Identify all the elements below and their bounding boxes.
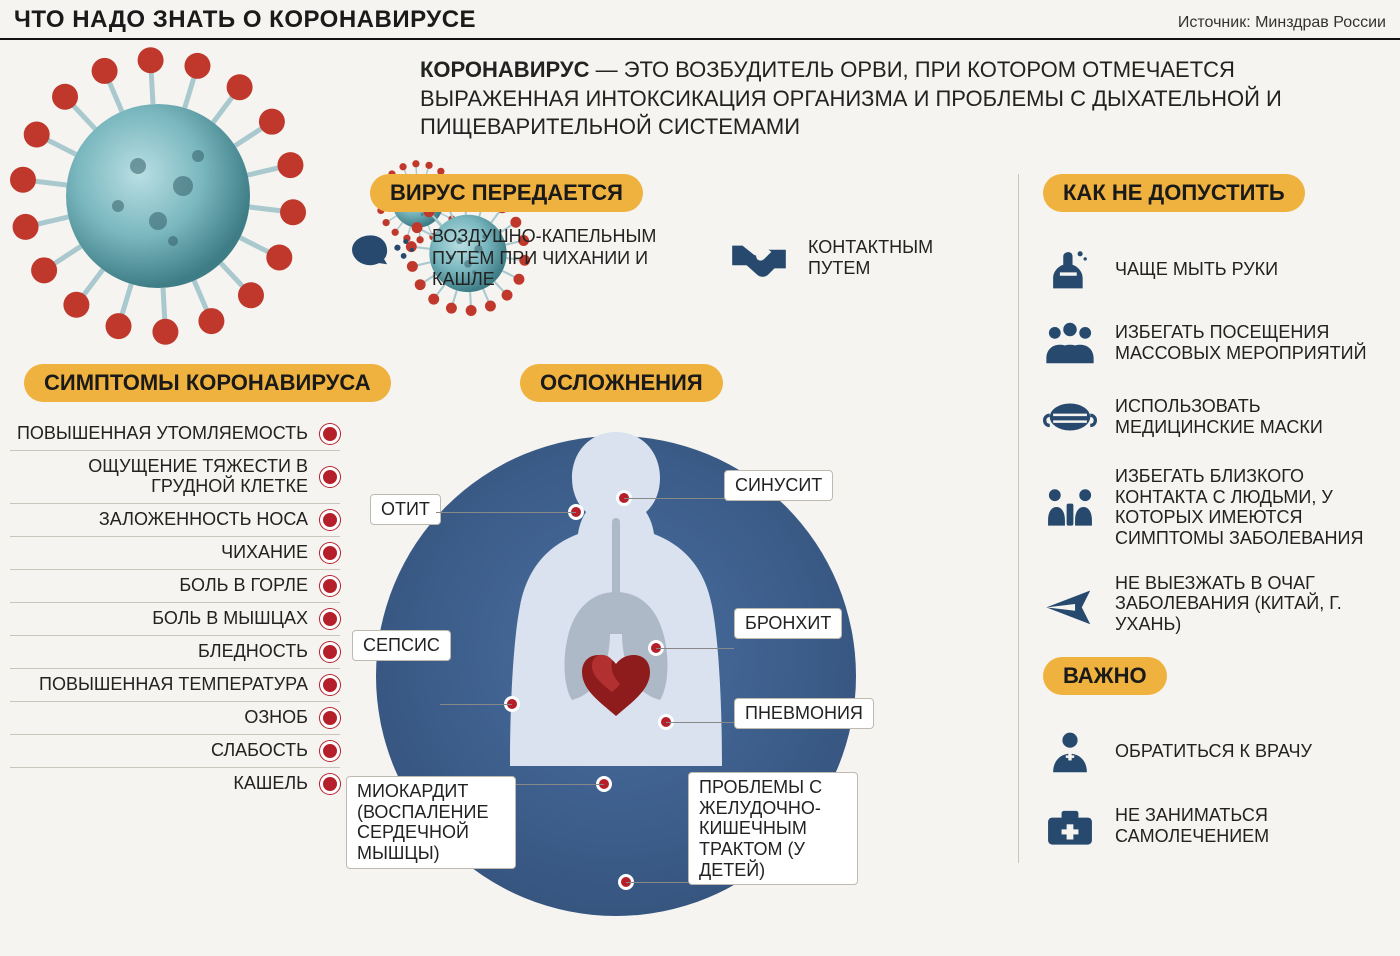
crowd-icon bbox=[1043, 318, 1097, 368]
intro-text: КОРОНАВИРУС — ЭТО ВОЗБУДИТЕЛЬ ОРВИ, ПРИ … bbox=[420, 56, 1350, 142]
symptom-row: ЧИХАНИЕ bbox=[10, 536, 340, 569]
info-text: ЧАЩЕ МЫТЬ РУКИ bbox=[1115, 259, 1278, 280]
transmission-text: ВОЗДУШНО-КАПЕЛЬНЫМ ПУТЕМ ПРИ ЧИХАНИИ И К… bbox=[432, 226, 680, 291]
handshake-icon bbox=[726, 229, 792, 287]
symptom-label: ЗАЛОЖЕННОСТЬ НОСА bbox=[99, 510, 308, 530]
prevention-list: ЧАЩЕ МЫТЬ РУКИ ИЗБЕГАТЬ ПОСЕЩЕНИЯ МАССОВЫ… bbox=[1043, 232, 1384, 647]
symptom-row: ПОВЫШЕННАЯ УТОМЛЯЕМОСТЬ bbox=[10, 418, 340, 450]
info-row: ОБРАТИТЬСЯ К ВРАЧУ bbox=[1043, 715, 1384, 789]
transmission-list: ВОЗДУШНО-КАПЕЛЬНЫМ ПУТЕМ ПРИ ЧИХАНИИ И К… bbox=[350, 226, 956, 291]
info-text: НЕ ЗАНИМАТЬСЯ САМОЛЕЧЕНИЕМ bbox=[1115, 805, 1384, 846]
symptom-label: БЛЕДНОСТЬ bbox=[198, 642, 308, 662]
symptom-label: СЛАБОСТЬ bbox=[211, 741, 308, 761]
complication-callout: СИНУСИТ bbox=[724, 470, 833, 501]
leader-line bbox=[624, 498, 724, 499]
intro-bold: КОРОНАВИРУС bbox=[420, 57, 589, 82]
symptom-label: БОЛЬ В ГОРЛЕ bbox=[179, 576, 308, 596]
info-row: НЕ ВЫЕЗЖАТЬ В ОЧАГ ЗАБОЛЕВАНИЯ (КИТАЙ, Г… bbox=[1043, 561, 1384, 647]
complication-callout: ОТИТ bbox=[370, 494, 441, 525]
source-label: Источник: Минздрав России bbox=[1178, 14, 1386, 32]
symptom-row: ОЗНОБ bbox=[10, 701, 340, 734]
right-column: КАК НЕ ДОПУСТИТЬ ЧАЩЕ МЫТЬ РУКИ ИЗБЕГАТЬ … bbox=[1018, 174, 1384, 863]
info-text: НЕ ВЫЕЗЖАТЬ В ОЧАГ ЗАБОЛЕВАНИЯ (КИТАЙ, Г… bbox=[1115, 573, 1384, 635]
transmission-item: ВОЗДУШНО-КАПЕЛЬНЫМ ПУТЕМ ПРИ ЧИХАНИИ И К… bbox=[350, 226, 680, 291]
symptom-label: ОЗНОБ bbox=[244, 708, 308, 728]
symptom-row: СЛАБОСТЬ bbox=[10, 734, 340, 767]
complication-callout: БРОНХИТ bbox=[734, 608, 842, 639]
distance-icon bbox=[1043, 482, 1097, 532]
page-title: ЧТО НАДО ЗНАТЬ О КОРОНАВИРУСЕ bbox=[14, 6, 476, 34]
transmission-item: КОНТАКТНЫМ ПУТЕМ bbox=[726, 226, 956, 291]
important-heading: ВАЖНО bbox=[1043, 657, 1167, 695]
symptom-label: ЧИХАНИЕ bbox=[221, 543, 308, 563]
symptom-list: ПОВЫШЕННАЯ УТОМЛЯЕМОСТЬ ОЩУЩЕНИЕ ТЯЖЕСТИ … bbox=[10, 418, 340, 800]
leader-line bbox=[656, 648, 734, 649]
symptom-label: БОЛЬ В МЫШЦАХ bbox=[152, 609, 308, 629]
info-row: ИЗБЕГАТЬ ПОСЕЩЕНИЯ МАССОВЫХ МЕРОПРИЯТИЙ bbox=[1043, 306, 1384, 380]
complication-callout: ПНЕВМОНИЯ bbox=[734, 698, 874, 729]
transmission-text: КОНТАКТНЫМ ПУТЕМ bbox=[808, 237, 956, 280]
complication-callout: ПРОБЛЕМЫ С ЖЕЛУДОЧНО-КИШЕЧНЫМ ТРАКТОМ (У… bbox=[688, 772, 858, 885]
leader-line bbox=[516, 784, 604, 785]
symptom-row: БОЛЬ В МЫШЦАХ bbox=[10, 602, 340, 635]
info-text: ИЗБЕГАТЬ БЛИЗКОГО КОНТАКТА С ЛЮДЬМИ, У К… bbox=[1115, 466, 1384, 549]
pill-heading: ВИРУС ПЕРЕДАЕТСЯ bbox=[370, 174, 643, 212]
wash-hands-icon bbox=[1043, 244, 1097, 294]
doctor-icon bbox=[1043, 727, 1097, 777]
complication-callout: МИОКАРДИТ (ВОСПАЛЕНИЕ СЕРДЕЧНОЙ МЫШЦЫ) bbox=[346, 776, 516, 869]
leader-line bbox=[666, 722, 734, 723]
complication-callout: СЕПСИС bbox=[352, 630, 451, 661]
symptom-row: БОЛЬ В ГОРЛЕ bbox=[10, 569, 340, 602]
symptom-label: ОЩУЩЕНИЕ ТЯЖЕСТИ В ГРУДНОЙ КЛЕТКЕ bbox=[10, 457, 308, 497]
body-diagram: ОТИТ СИНУСИТ СЕПСИС БРОНХИТ ПНЕВМОНИЯ МИОКАРД… bbox=[316, 396, 916, 956]
important-list: ОБРАТИТЬСЯ К ВРАЧУ НЕ ЗАНИМАТЬСЯ САМОЛЕЧЕ… bbox=[1043, 715, 1384, 863]
virus-icon bbox=[8, 46, 308, 346]
symptom-row: ЗАЛОЖЕННОСТЬ НОСА bbox=[10, 503, 340, 536]
mask-icon bbox=[1043, 392, 1097, 442]
info-row: ИЗБЕГАТЬ БЛИЗКОГО КОНТАКТА С ЛЮДЬМИ, У К… bbox=[1043, 454, 1384, 561]
leader-line bbox=[440, 704, 512, 705]
info-text: ОБРАТИТЬСЯ К ВРАЧУ bbox=[1115, 741, 1312, 762]
info-row: НЕ ЗАНИМАТЬСЯ САМОЛЕЧЕНИЕМ bbox=[1043, 789, 1384, 863]
transmission-heading: ВИРУС ПЕРЕДАЕТСЯ bbox=[370, 174, 643, 212]
first-aid-icon bbox=[1043, 801, 1097, 851]
symptom-row: БЛЕДНОСТЬ bbox=[10, 635, 340, 668]
leader-line bbox=[436, 512, 576, 513]
plane-icon bbox=[1043, 579, 1097, 629]
info-row: ЧАЩЕ МЫТЬ РУКИ bbox=[1043, 232, 1384, 306]
virus-illustration bbox=[8, 46, 408, 356]
symptom-row: ОЩУЩЕНИЕ ТЯЖЕСТИ В ГРУДНОЙ КЛЕТКЕ bbox=[10, 450, 340, 503]
prevention-heading: КАК НЕ ДОПУСТИТЬ bbox=[1043, 174, 1305, 212]
cough-icon bbox=[350, 229, 416, 287]
symptom-row: ПОВЫШЕННАЯ ТЕМПЕРАТУРА bbox=[10, 668, 340, 701]
symptom-row: КАШЕЛЬ bbox=[10, 767, 340, 800]
symptom-label: КАШЕЛЬ bbox=[233, 774, 308, 794]
info-row: ИСПОЛЬЗОВАТЬ МЕДИЦИНСКИЕ МАСКИ bbox=[1043, 380, 1384, 454]
symptom-label: ПОВЫШЕННАЯ ТЕМПЕРАТУРА bbox=[39, 675, 308, 695]
leader-line bbox=[626, 882, 688, 883]
symptom-label: ПОВЫШЕННАЯ УТОМЛЯЕМОСТЬ bbox=[17, 424, 308, 444]
info-text: ИЗБЕГАТЬ ПОСЕЩЕНИЯ МАССОВЫХ МЕРОПРИЯТИЙ bbox=[1115, 322, 1384, 363]
info-text: ИСПОЛЬЗОВАТЬ МЕДИЦИНСКИЕ МАСКИ bbox=[1115, 396, 1384, 437]
